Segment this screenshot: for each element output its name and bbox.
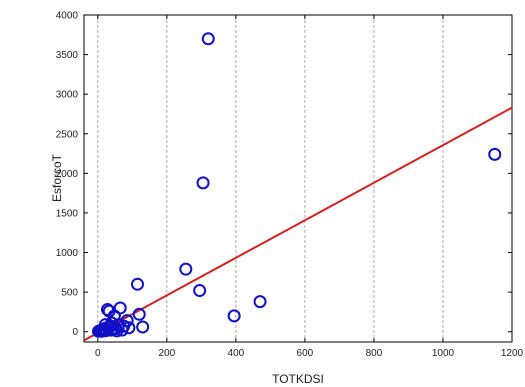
data-point [136, 320, 150, 334]
x-tick-label: 800 [366, 348, 383, 359]
axis-ticks [84, 14, 513, 342]
y-tick-label: 500 [61, 288, 78, 299]
y-tick-label: 1500 [56, 208, 79, 219]
x-tick-label: 200 [158, 348, 175, 359]
fit-line [83, 106, 513, 342]
grid-lines [97, 15, 444, 342]
data-point [113, 301, 127, 315]
y-tick-label: 2500 [56, 129, 79, 140]
y-tick-label: 2000 [56, 169, 79, 180]
data-point [488, 147, 502, 161]
y-tick-labels: 0 500 1000 1500 2000 2500 3000 3500 4000 [56, 11, 79, 339]
data-point [120, 314, 134, 328]
x-tick-label: 1000 [432, 348, 455, 359]
data-point [131, 277, 144, 291]
y-tick-label: 3000 [56, 90, 79, 101]
x-tick-label: 600 [297, 348, 314, 359]
y-tick-label: 0 [72, 327, 78, 338]
data-point [122, 321, 136, 335]
data-point [179, 262, 193, 276]
x-tick-label: 400 [228, 348, 245, 359]
y-tick-label: 1000 [56, 248, 79, 259]
x-tick-label: 1200 [501, 348, 524, 359]
data-point [227, 309, 241, 323]
plot-area [83, 14, 513, 343]
y-axis-title: EsforcoT [50, 153, 64, 202]
data-point [132, 307, 146, 321]
x-axis-title: TOTKDSI [272, 372, 324, 386]
y-tick-label: 4000 [56, 11, 79, 22]
x-tick-labels: 0 200 400 600 800 1000 1200 [95, 348, 524, 359]
data-point [253, 295, 267, 309]
data-point [193, 284, 207, 298]
x-tick-label: 0 [95, 348, 101, 359]
data-points [91, 32, 502, 338]
data-point [201, 32, 215, 46]
y-tick-label: 3500 [56, 50, 79, 61]
data-point [196, 176, 210, 190]
